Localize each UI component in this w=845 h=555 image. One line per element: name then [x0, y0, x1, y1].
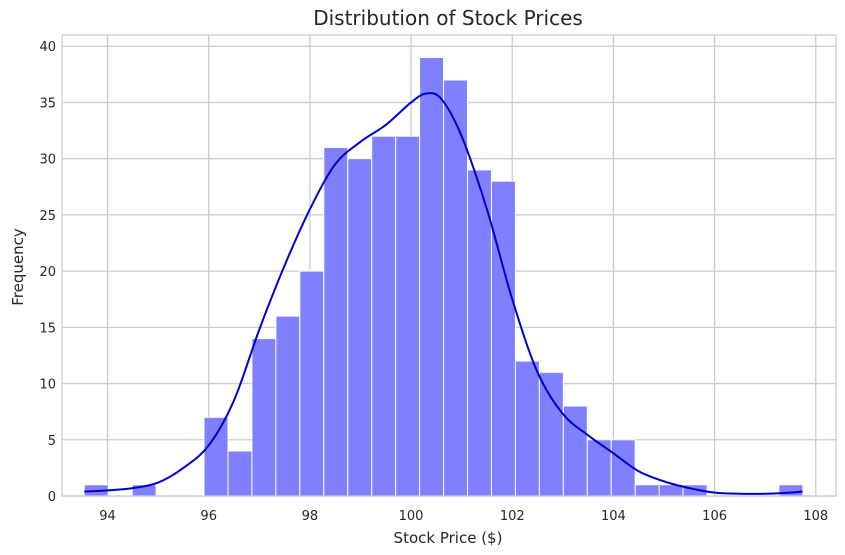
histogram-bar [634, 484, 660, 497]
y-tick-label: 5 [48, 434, 56, 449]
x-tick-label: 94 [99, 509, 116, 524]
histogram-bar [467, 169, 492, 497]
y-tick-label: 25 [39, 209, 56, 224]
y-tick-label: 15 [39, 321, 56, 336]
histogram-bars [83, 56, 804, 497]
kde-curve [84, 92, 803, 495]
x-tick-label: 100 [399, 509, 424, 524]
x-tick-label: 106 [702, 509, 727, 524]
x-tick-label: 104 [601, 509, 626, 524]
histogram-bar [347, 158, 373, 497]
chart-title: Distribution of Stock Prices [313, 6, 583, 30]
histogram-bar [419, 56, 445, 497]
y-tick-label: 35 [39, 96, 56, 111]
y-tick-label: 20 [39, 265, 56, 280]
plot-frame [61, 34, 837, 497]
x-tick-label: 102 [500, 509, 525, 524]
histogram-bar [251, 338, 277, 497]
histogram-bar [395, 135, 421, 497]
y-tick-label: 30 [39, 153, 56, 168]
y-axis-label: Frequency [9, 228, 27, 306]
histogram-bar [299, 270, 325, 497]
histogram-bar [227, 450, 253, 497]
histogram-bar [514, 360, 540, 497]
x-tick-label: 98 [302, 509, 319, 524]
histogram-bar [490, 180, 516, 497]
x-axis-label: Stock Price ($) [394, 529, 503, 547]
x-tick-label: 96 [200, 509, 217, 524]
histogram-bar [778, 484, 804, 497]
histogram-bar [538, 371, 564, 497]
histogram-bar [275, 315, 301, 497]
y-tick-labels: 0 5 10 15 20 25 30 35 40 [39, 40, 56, 505]
histogram-bar [371, 135, 397, 497]
y-tick-label: 0 [48, 490, 56, 505]
x-tick-label: 108 [803, 509, 828, 524]
histogram-bar [323, 146, 349, 497]
y-tick-label: 10 [39, 378, 56, 393]
y-tick-label: 40 [39, 40, 56, 55]
x-tick-labels: 94 96 98 100 102 104 106 108 [99, 509, 828, 524]
histogram-bar [203, 416, 229, 497]
